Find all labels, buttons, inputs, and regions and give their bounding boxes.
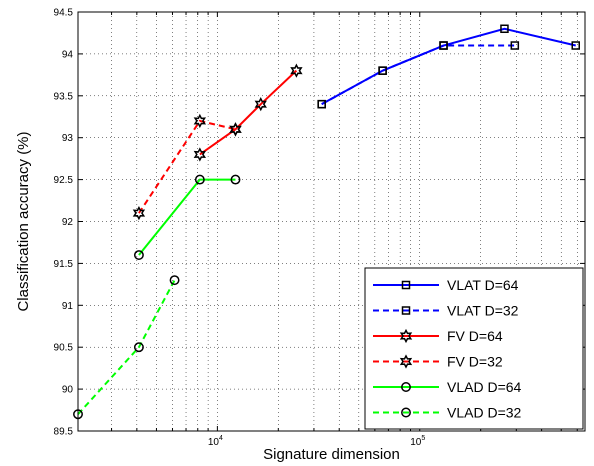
x-axis-label: Signature dimension bbox=[263, 446, 400, 463]
data-point bbox=[132, 205, 146, 221]
data-point bbox=[571, 41, 580, 50]
legend-label: FV D=64 bbox=[447, 328, 503, 344]
legend-entry: VLAT D=64 bbox=[373, 277, 519, 293]
plot-area bbox=[73, 24, 580, 420]
data-point bbox=[193, 113, 207, 129]
series-0 bbox=[317, 24, 580, 109]
legend-label: VLAD D=32 bbox=[447, 405, 522, 421]
series-1 bbox=[317, 41, 520, 109]
legend-marker bbox=[401, 382, 411, 392]
legend-marker bbox=[399, 328, 413, 344]
data-point bbox=[510, 41, 520, 50]
series-2 bbox=[193, 63, 303, 162]
series-line bbox=[77, 279, 176, 415]
legend-entry: FV D=32 bbox=[373, 354, 503, 370]
y-axis-label: Classification accuracy (%) bbox=[15, 131, 32, 311]
x-tick-label: 104 bbox=[208, 435, 223, 448]
y-tick-label: 91.5 bbox=[54, 259, 74, 270]
legend-label: FV D=32 bbox=[447, 354, 503, 370]
y-tick-label: 94 bbox=[62, 49, 74, 60]
data-point bbox=[133, 342, 144, 353]
legend-box bbox=[364, 267, 584, 430]
legend-entry: VLAT D=32 bbox=[373, 303, 519, 319]
legend-marker bbox=[401, 306, 411, 315]
series-line bbox=[138, 178, 236, 256]
y-tick-label: 91 bbox=[62, 301, 74, 312]
data-point bbox=[290, 63, 303, 78]
y-tick-label: 93 bbox=[62, 133, 74, 144]
series-line bbox=[199, 69, 298, 156]
legend-label: VLAT D=64 bbox=[447, 277, 519, 293]
data-point bbox=[229, 122, 242, 137]
legend-marker bbox=[401, 280, 411, 290]
data-point bbox=[254, 97, 267, 112]
series-3 bbox=[132, 113, 242, 221]
data-point bbox=[193, 147, 207, 162]
y-tick-label: 89.5 bbox=[54, 427, 74, 438]
y-tick-labels: 89.5 90 90.5 91 91.5 92 92.5 93 93.5 94 94.5 bbox=[54, 8, 74, 438]
data-point bbox=[230, 174, 241, 185]
legend-marker bbox=[401, 407, 411, 418]
y-tick-label: 90.5 bbox=[54, 343, 74, 354]
y-tick-label: 92.5 bbox=[54, 175, 74, 186]
series-line bbox=[321, 27, 576, 106]
legend-entry: FV D=64 bbox=[373, 328, 503, 344]
legend-entry: VLAD D=64 bbox=[373, 379, 522, 395]
x-tick-label: 105 bbox=[410, 435, 425, 448]
y-tick-label: 90 bbox=[62, 385, 74, 396]
y-tick-label: 93.5 bbox=[54, 91, 74, 102]
series-4 bbox=[133, 174, 241, 260]
data-point bbox=[317, 99, 326, 109]
y-tick-label: 92 bbox=[62, 217, 74, 228]
data-point bbox=[378, 66, 387, 75]
y-tick-label: 94.5 bbox=[54, 8, 74, 19]
legend: VLAT D=64 VLAT D=32 FV D=64 FV D=32 VLAD D=6… bbox=[364, 267, 584, 430]
series-line bbox=[321, 44, 515, 106]
data-point bbox=[194, 174, 205, 185]
x-tick-labels: 104 105 bbox=[208, 435, 426, 448]
data-point bbox=[169, 275, 180, 286]
data-point bbox=[439, 41, 448, 50]
data-point bbox=[500, 24, 509, 34]
legend-marker bbox=[399, 354, 413, 369]
grid bbox=[78, 12, 585, 431]
series-line bbox=[138, 119, 236, 214]
legend-label: VLAT D=32 bbox=[447, 303, 519, 319]
legend-label: VLAD D=64 bbox=[447, 379, 522, 395]
data-point bbox=[133, 250, 144, 260]
legend-entry: VLAD D=32 bbox=[373, 405, 522, 421]
